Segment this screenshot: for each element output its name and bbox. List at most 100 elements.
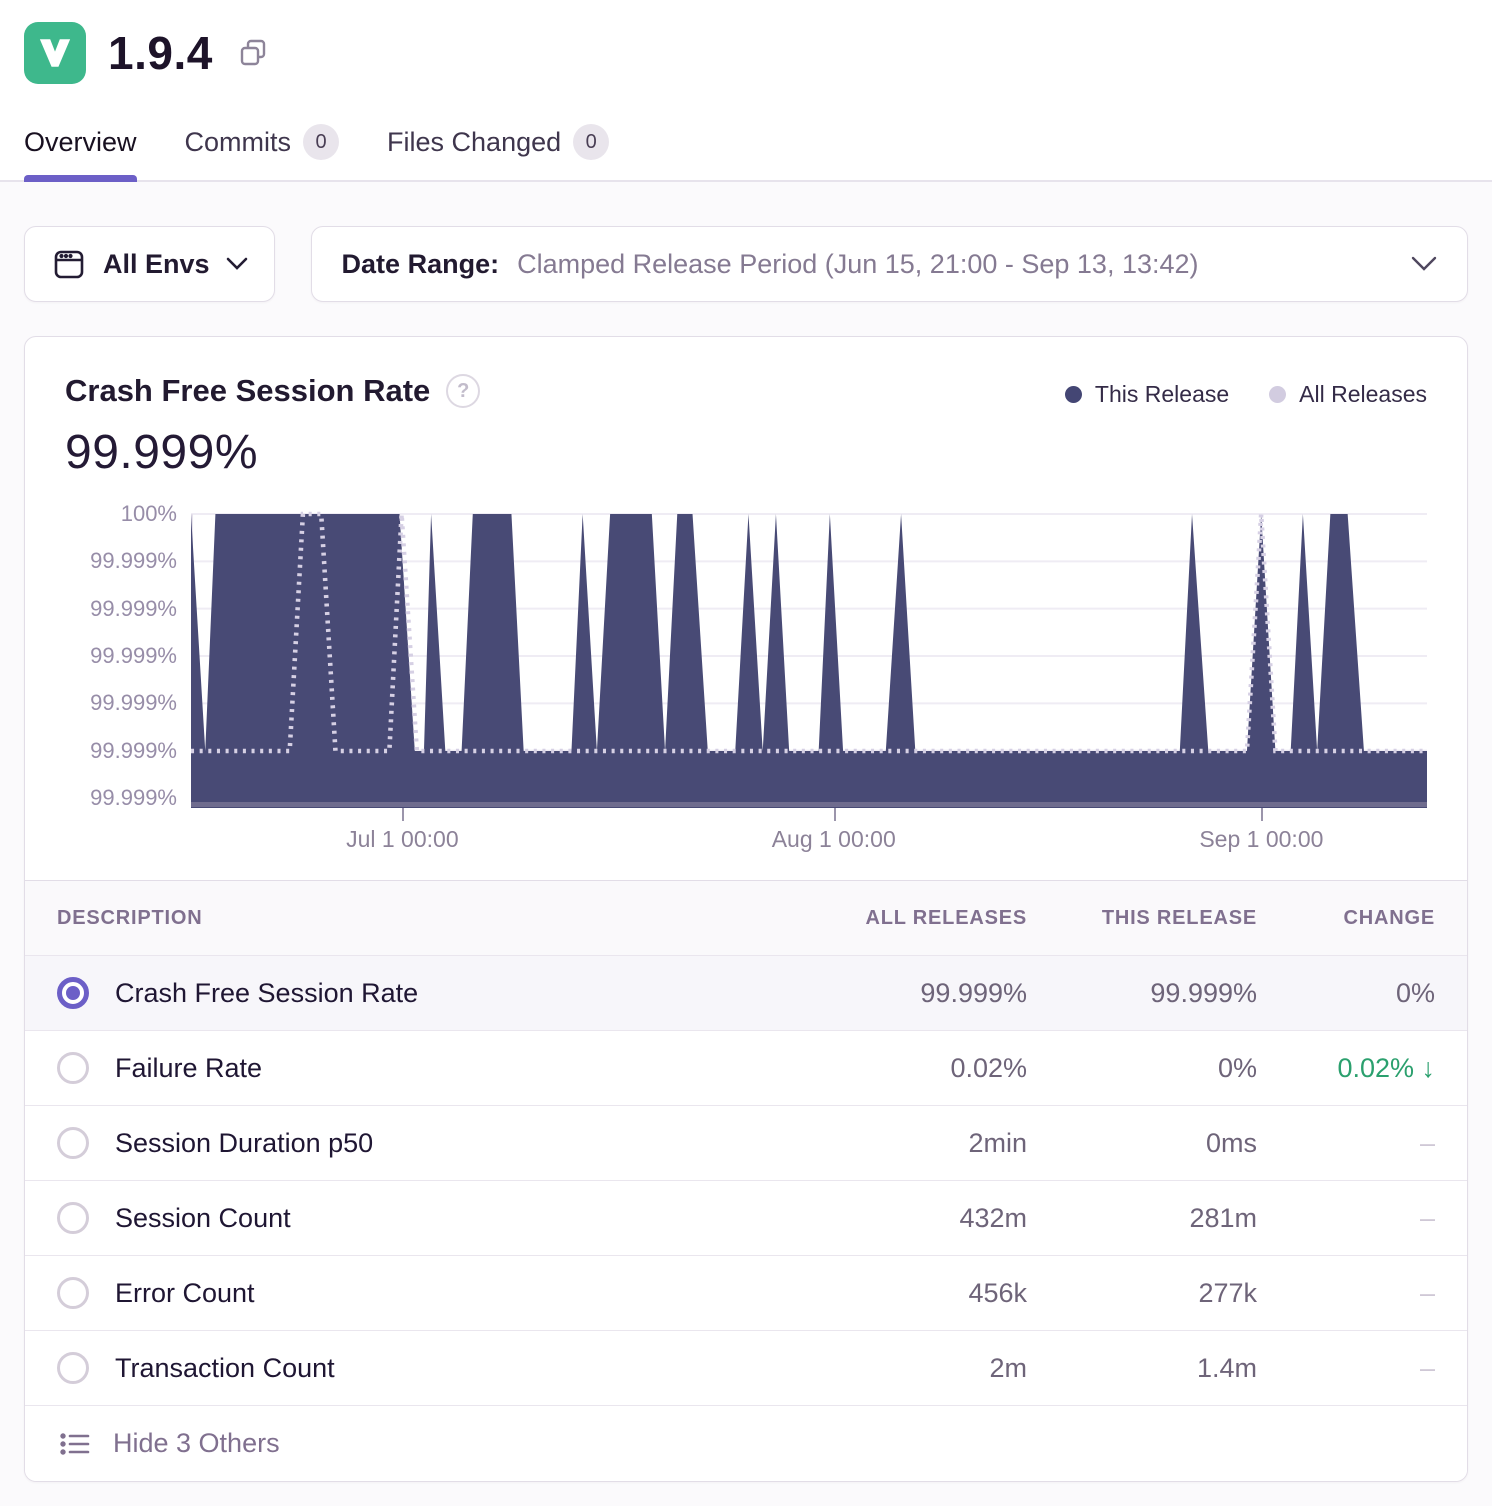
metric-label: Crash Free Session Rate <box>115 977 419 1008</box>
metric-label: Session Duration p50 <box>115 1127 374 1158</box>
environment-filter-button[interactable]: All Envs <box>24 226 275 302</box>
metric-label: Failure Rate <box>115 1052 263 1083</box>
all-releases-value: 2min <box>968 1127 1027 1158</box>
metric-description-cell: Transaction Count <box>57 1352 777 1384</box>
all-releases-value: 432m <box>959 1202 1027 1233</box>
change-value: – <box>1257 1128 1435 1159</box>
metric-description-cell: Session Duration p50 <box>57 1127 777 1159</box>
this-release-value: 0ms <box>1205 1127 1257 1158</box>
date-range-button[interactable]: Date Range: Clamped Release Period (Jun … <box>310 226 1468 302</box>
tab-files-changed[interactable]: Files Changed 0 <box>387 114 610 180</box>
filter-row: All Envs Date Range: Clamped Release Per… <box>24 226 1468 302</box>
metric-description-cell: Error Count <box>57 1277 777 1309</box>
table-row-failure-rate[interactable]: Failure Rate 0.02% 0% 0.02% ↓ <box>25 1030 1467 1105</box>
release-v-icon <box>24 22 86 84</box>
y-tick-label: 100% <box>120 501 177 526</box>
metric-label: Session Count <box>115 1202 291 1233</box>
y-tick-label: 99.999% <box>90 785 177 810</box>
table-row-error-count[interactable]: Error Count 456k 277k – <box>25 1255 1467 1330</box>
tab-label: Files Changed <box>387 126 562 157</box>
y-tick-label: 99.999% <box>90 548 177 574</box>
legend-dot <box>1269 386 1287 403</box>
radio-selected[interactable] <box>57 977 89 1009</box>
no-change-dash: – <box>1419 1202 1435 1233</box>
radio-unselected[interactable] <box>57 1127 89 1159</box>
x-axis-tick <box>833 808 836 821</box>
y-tick-label: 99.999% <box>90 737 177 763</box>
column-header-this-release: THIS RELEASE <box>1101 906 1257 929</box>
legend-label: All Releases <box>1299 381 1427 407</box>
crash-free-rate-value: 99.999% <box>65 426 258 479</box>
radio-unselected[interactable] <box>57 1202 89 1234</box>
this-release-value: 1.4m <box>1196 1352 1257 1383</box>
change-value: – <box>1257 1353 1435 1384</box>
x-tick-label: Aug 1 00:00 <box>771 826 896 852</box>
this-release-value: 0% <box>1217 1052 1257 1083</box>
x-axis-tick <box>402 808 405 821</box>
change-value: – <box>1257 1278 1435 1309</box>
change-value: 0% <box>1395 977 1435 1008</box>
date-range-label: Date Range: <box>341 248 500 279</box>
list-icon <box>60 1432 90 1455</box>
table-row-session-duration-p50[interactable]: Session Duration p50 2min 0ms – <box>25 1105 1467 1180</box>
chart-section: Crash Free Session Rate ? This Release Al… <box>25 337 1467 880</box>
tab-count-badge: 0 <box>573 124 610 160</box>
table-header-row: DESCRIPTION ALL RELEASES THIS RELEASE CHANG… <box>25 881 1467 955</box>
tab-label: Overview <box>24 126 137 157</box>
active-tab-underline <box>24 175 137 182</box>
metric-label: Transaction Count <box>115 1352 335 1383</box>
radio-unselected[interactable] <box>57 1277 89 1309</box>
tab-overview[interactable]: Overview <box>24 114 137 182</box>
hide-others-label: Hide 3 Others <box>113 1428 280 1458</box>
no-change-dash: – <box>1419 1277 1435 1308</box>
chart-title: Crash Free Session Rate <box>65 373 431 408</box>
copy-version-button[interactable] <box>237 37 269 69</box>
release-header: 1.9.4 Overview Commits 0 Files Changed 0 <box>0 0 1492 182</box>
legend-label: This Release <box>1094 381 1230 407</box>
tab-count-badge: 0 <box>303 124 340 160</box>
y-axis-labels: 100% 99.999% 99.999% 99.999% 99.999% 99.999% 9… <box>65 501 191 810</box>
metric-description-cell: Crash Free Session Rate <box>57 977 777 1009</box>
release-v-glyph <box>39 39 71 67</box>
x-tick-label: Sep 1 00:00 <box>1199 826 1324 852</box>
all-releases-dotted-series <box>191 511 1427 754</box>
tab-label: Commits <box>184 126 292 157</box>
legend-item-all-releases[interactable]: All Releases <box>1269 381 1427 408</box>
no-change-dash: – <box>1419 1127 1435 1158</box>
chevron-down-icon <box>1411 256 1437 271</box>
environment-filter-label: All Envs <box>103 248 210 279</box>
y-tick-label: 99.999% <box>90 595 177 621</box>
crash-free-area-chart <box>191 508 1427 808</box>
table-row-crash-free-session-rate[interactable]: Crash Free Session Rate 99.999% 99.999% 0% <box>25 955 1467 1030</box>
column-header-change: CHANGE <box>1343 906 1435 929</box>
y-tick-label: 99.999% <box>90 643 177 668</box>
x-tick-label: Jul 1 00:00 <box>346 826 459 852</box>
all-releases-value: 0.02% <box>950 1052 1027 1083</box>
legend-dot <box>1064 386 1082 403</box>
hide-others-button[interactable]: Hide 3 Others <box>25 1405 1467 1481</box>
this-release-value: 277k <box>1198 1277 1257 1308</box>
chevron-down-icon <box>226 257 247 270</box>
change-value: 0.02% ↓ <box>1337 1052 1435 1083</box>
this-release-value: 99.999% <box>1150 977 1257 1008</box>
table-row-session-count[interactable]: Session Count 432m 281m – <box>25 1180 1467 1255</box>
tab-commits[interactable]: Commits 0 <box>185 114 340 180</box>
metric-description-cell: Failure Rate <box>57 1052 777 1084</box>
help-icon[interactable]: ? <box>446 374 481 408</box>
table-row-transaction-count[interactable]: Transaction Count 2m 1.4m – <box>25 1330 1467 1405</box>
table-body: Crash Free Session Rate 99.999% 99.999% 0% F… <box>25 955 1467 1405</box>
this-release-value: 281m <box>1189 1202 1257 1233</box>
radio-unselected[interactable] <box>57 1352 89 1384</box>
all-releases-value: 456k <box>968 1277 1027 1308</box>
window-icon <box>54 250 84 279</box>
x-axis: Jul 1 00:00 Aug 1 00:00 Sep 1 00:00 <box>191 808 1427 866</box>
date-range-value: Clamped Release Period (Jun 15, 21:00 - … <box>517 248 1199 279</box>
radio-unselected[interactable] <box>57 1052 89 1084</box>
crash-free-card: Crash Free Session Rate ? This Release Al… <box>24 336 1468 1482</box>
x-axis-tick <box>1261 808 1264 821</box>
column-header-description: DESCRIPTION <box>57 906 203 929</box>
legend-item-this-release[interactable]: This Release <box>1064 381 1230 408</box>
chart-legend: This Release All Releases <box>1064 373 1427 408</box>
copy-icon <box>240 39 266 66</box>
area-chart-svg <box>191 511 1427 808</box>
